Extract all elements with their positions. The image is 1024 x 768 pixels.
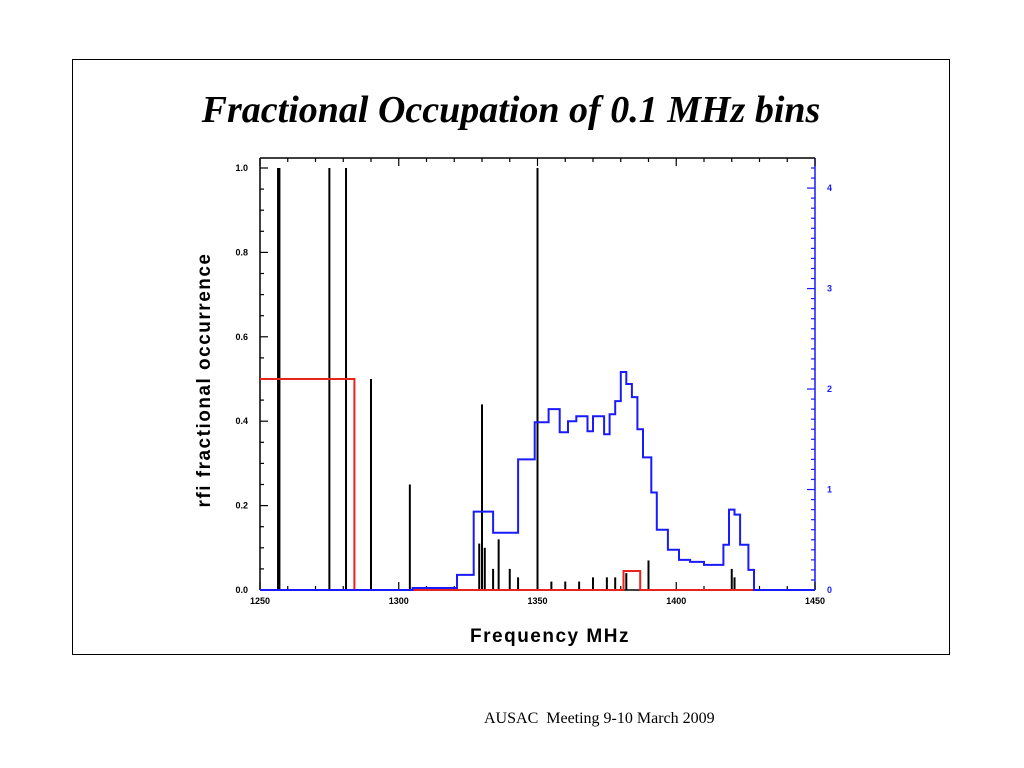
- slide-frame: [72, 59, 950, 655]
- plot-area: 1250 1300 1350 1400 1450 0.0 0.2 0.4 0.6 0.8 1.0 0 1…: [235, 157, 832, 606]
- blue-occupancy-line: [260, 371, 815, 591]
- y-axis-label: rfi fractional occurrence: [194, 252, 215, 507]
- y2-tick-label: 4: [827, 183, 832, 193]
- x-tick-label: 1400: [666, 596, 686, 606]
- x-tick-label: 1350: [527, 596, 547, 606]
- slide-title: Fractional Occupation of 0.1 MHz bins: [201, 89, 821, 131]
- y2-tick-label: 1: [827, 485, 832, 495]
- footer-text: AUSAC Meeting 9-10 March 2009: [484, 710, 715, 727]
- y-tick-label: 0.4: [235, 416, 248, 426]
- x-axis-label: Frequency MHz: [470, 626, 630, 647]
- y-tick-label: 0.8: [235, 247, 248, 257]
- x-tick-label: 1250: [250, 596, 270, 606]
- x-tick-label: 1300: [389, 596, 409, 606]
- y2-tick-label: 2: [827, 384, 832, 394]
- x-tick-label: 1450: [805, 596, 825, 606]
- red-occupancy-line: [260, 378, 815, 591]
- y-tick-label: 0.2: [235, 501, 248, 511]
- y-tick-label: 0.6: [235, 332, 248, 342]
- y2-tick-label: 3: [827, 284, 832, 294]
- y2-tick-label: 0: [827, 585, 832, 595]
- y-tick-label: 1.0: [235, 163, 248, 173]
- y-tick-label: 0.0: [235, 585, 248, 595]
